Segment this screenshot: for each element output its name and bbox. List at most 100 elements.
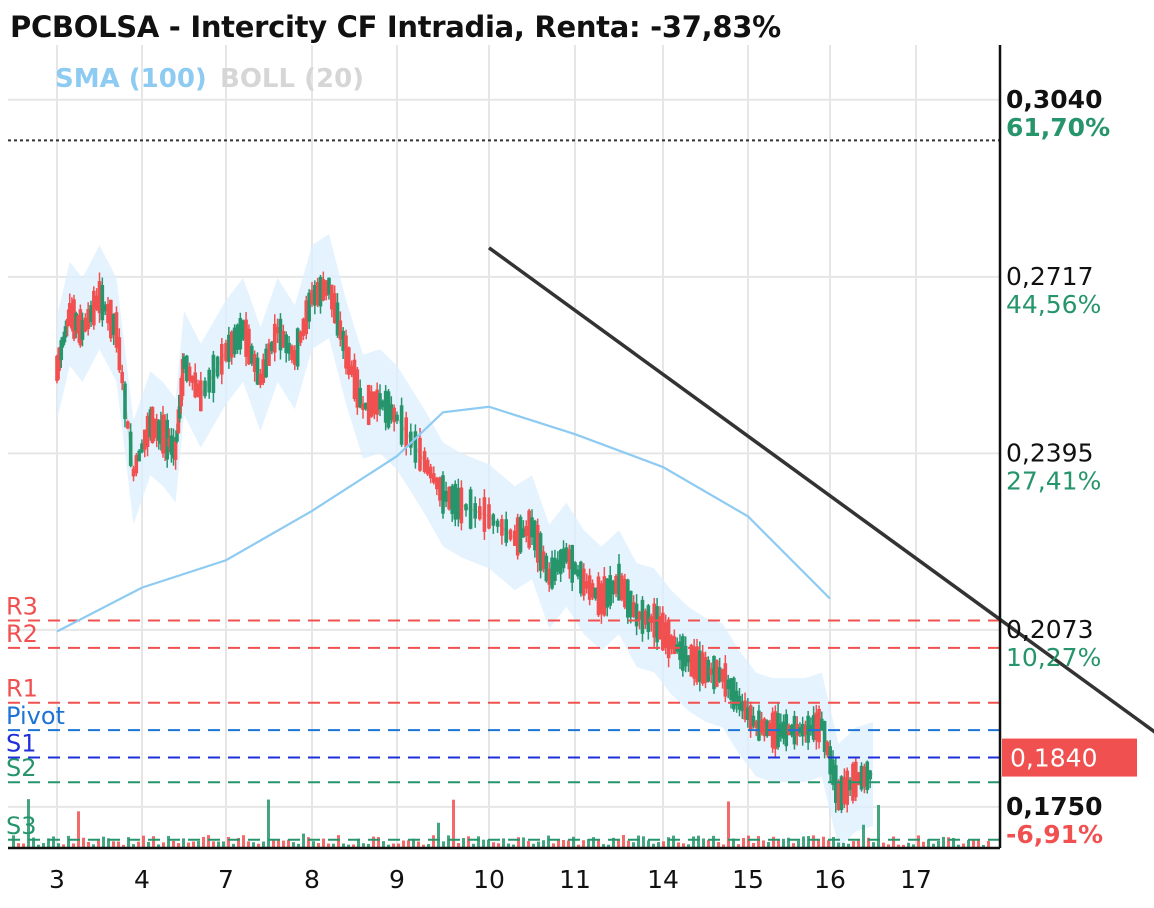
candle-body [392,407,396,423]
volume-bar [592,837,595,848]
candle-body [278,318,283,351]
candle-body [383,390,388,423]
y-tick-pct: 27,41% [1006,466,1101,495]
indicator-lines: SMA (100) BOLL (20) [55,64,1154,734]
sma-100-line [56,405,831,633]
x-tick-label: 7 [218,865,234,894]
volume-bar [277,839,280,848]
candle-body [643,610,648,625]
candle-body [395,414,399,421]
candle-body [120,371,124,384]
y-tick-price: 0,2717 [1006,262,1093,291]
candle-body [729,678,733,700]
volume-bar [362,843,365,848]
candle-body [169,435,174,455]
level-label-r2: R2 [6,620,38,648]
candle-body [315,282,320,305]
volume-bar [22,843,25,848]
x-tick-label: 14 [647,865,679,894]
volume-bar [617,839,620,848]
volume-bar [682,843,685,848]
candle-body [321,279,326,301]
candle-body [634,603,639,627]
volume-bar [662,841,665,848]
candle-body [715,660,719,687]
candle-body [547,568,551,585]
volume-bar [472,843,475,848]
candle-body [161,414,165,454]
candle-body [220,343,224,375]
y-tick-price: 0,2073 [1006,615,1093,644]
volume-bar [412,838,415,848]
candle-body [626,579,630,618]
candle-body [399,405,404,445]
x-tick-label: 17 [900,865,932,894]
candle-body [301,318,306,336]
volume-bar [452,799,455,848]
candle-body [344,335,348,369]
volume-bar [877,804,880,848]
candle-body [94,295,99,310]
volume-bar [147,841,150,848]
candle-body [78,309,83,346]
candle-body [355,369,360,408]
volume-bar [222,841,225,848]
candle-body [215,356,220,377]
candle-body [145,415,150,447]
candle-body [746,707,750,721]
candle-body [500,519,504,536]
candle-body [171,437,176,459]
volume-bar [772,836,775,848]
candle-body [762,718,767,737]
candle-body [617,563,621,601]
volume-bar [177,843,180,848]
volume-bar [242,835,245,848]
volume-bar [187,842,190,848]
candle-body [732,677,736,710]
candle-body [661,612,665,651]
y-tick-pct: 61,70% [1006,113,1110,142]
candle-body [244,319,248,357]
volume-bar [577,844,580,848]
volume-bar [47,838,50,848]
candle-body [63,326,68,338]
volume-bar [742,837,745,848]
candle-body [92,290,96,326]
volume-bar [927,839,930,848]
volume-bar [822,836,825,848]
candle-body [187,366,192,382]
candle-body [270,341,274,352]
volume-bar [212,841,215,848]
candle-body [743,700,747,720]
candle-body [530,517,534,538]
volume-bar [12,835,15,848]
volume-bar [892,836,895,848]
candles [55,271,872,814]
candle-body [453,483,458,520]
volume-bar [112,841,115,848]
volume-bar [267,799,270,848]
volume-bar [917,835,920,848]
candle-body [324,280,328,296]
volume-bar [652,843,655,848]
volume-bar [297,843,300,848]
volume-bar [202,836,205,848]
candle-body [142,429,147,450]
volume-bar [802,836,805,848]
candle-body [740,701,745,712]
volume-bar [627,840,630,848]
candle-body [848,779,852,791]
volume-bar [807,836,810,848]
candle-body [646,605,651,633]
volume-bar [642,836,645,848]
volume-bar [762,840,765,848]
candle-body [508,529,513,540]
volume-bar [947,837,950,848]
candle-body [820,718,824,731]
candle-body [842,777,847,804]
volume-bar [912,844,915,848]
volume-bar [707,839,710,848]
candle-body [765,720,769,737]
candle-body [717,667,722,682]
